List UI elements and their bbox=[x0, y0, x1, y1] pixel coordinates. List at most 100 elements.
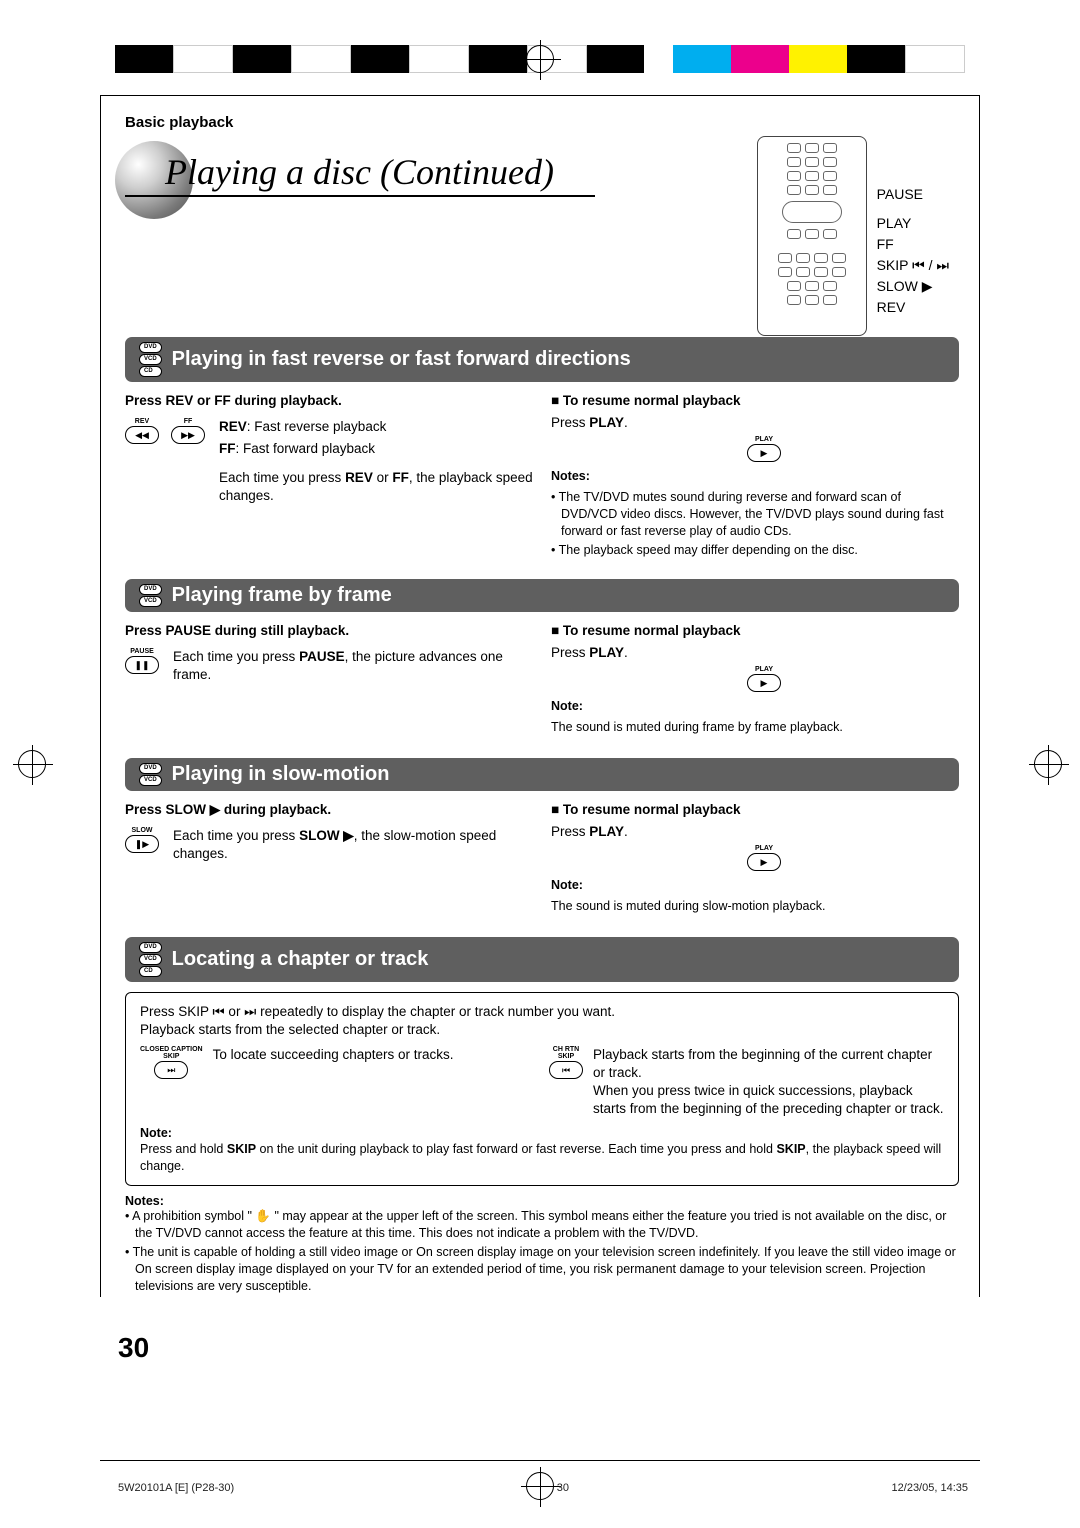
registration-mark-icon bbox=[526, 45, 554, 73]
text: on the unit during playback to play fast… bbox=[256, 1142, 776, 1156]
section-label: Basic playback bbox=[125, 114, 959, 131]
skip-fwd-button-icon: ⏭ bbox=[154, 1061, 188, 1079]
instruction: Press PAUSE during still playback. bbox=[125, 622, 533, 640]
rev-button-icon: ◀◀ bbox=[125, 426, 159, 444]
text: Press and hold bbox=[140, 1142, 227, 1156]
play-button-icon: ▶ bbox=[747, 853, 781, 871]
text: . bbox=[624, 824, 628, 839]
disc-badge: VCD bbox=[139, 954, 162, 965]
btn-label: FF bbox=[184, 418, 193, 425]
text: Press bbox=[551, 824, 589, 839]
notes-heading: Note: bbox=[551, 698, 959, 715]
note-item: A prohibition symbol " ✋ " may appear at… bbox=[125, 1208, 959, 1242]
remote-label-list: PAUSE PLAY FF SKIP ⏮ / ⏭ SLOW ▶ REV bbox=[877, 136, 949, 336]
disc-badge: DVD bbox=[139, 584, 162, 595]
text: PLAY bbox=[589, 415, 624, 430]
notes-heading: Note: bbox=[551, 877, 959, 894]
remote-label: PLAY bbox=[877, 213, 949, 234]
footer-left: 5W20101A [E] (P28-30) bbox=[118, 1482, 234, 1494]
btn-label: CH RTN SKIP bbox=[553, 1046, 579, 1060]
note-item: The sound is muted during frame by frame… bbox=[551, 719, 959, 736]
bottom-notes-list: A prohibition symbol " ✋ " may appear at… bbox=[125, 1208, 959, 1294]
text: SKIP bbox=[776, 1142, 805, 1156]
text: PLAY bbox=[589, 824, 624, 839]
remote-label: SLOW ▶ bbox=[877, 276, 949, 297]
resume-heading: To resume normal playback bbox=[551, 392, 959, 410]
btn-label: REV bbox=[135, 418, 149, 425]
section-title: Playing frame by frame bbox=[172, 584, 392, 607]
disc-badge: CD bbox=[139, 366, 162, 377]
section-heading-slow: DVD VCD Playing in slow-motion bbox=[125, 758, 959, 791]
label: FF bbox=[219, 441, 236, 456]
fast-right-col: To resume normal playback Press PLAY. PL… bbox=[551, 392, 959, 561]
section-heading-fast: DVD VCD CD Playing in fast reverse or fa… bbox=[125, 337, 959, 382]
pause-button-icon: ❚❚ bbox=[125, 656, 159, 674]
note-item: The sound is muted during slow-motion pl… bbox=[551, 898, 959, 915]
page-border bbox=[100, 1460, 980, 1461]
btn-label: PLAY bbox=[755, 666, 773, 673]
btn-label: PLAY bbox=[755, 436, 773, 443]
remote-outline-icon bbox=[757, 136, 867, 336]
section-heading-locate: DVD VCD CD Locating a chapter or track bbox=[125, 937, 959, 982]
frame-right-col: To resume normal playback Press PLAY. PL… bbox=[551, 622, 959, 740]
text: or bbox=[373, 470, 393, 485]
text: PLAY bbox=[589, 645, 624, 660]
footer-right: 12/23/05, 14:35 bbox=[892, 1482, 968, 1494]
footer: 5W20101A [E] (P28-30) 30 12/23/05, 14:35 bbox=[118, 1482, 968, 1494]
btn-label: SLOW bbox=[132, 827, 153, 834]
text: : Fast reverse playback bbox=[247, 419, 387, 434]
locate-box: Press SKIP ⏮ or ⏭ repeatedly to display … bbox=[125, 992, 959, 1186]
disc-badge: VCD bbox=[139, 354, 162, 365]
registration-mark-icon bbox=[18, 750, 46, 778]
label: REV bbox=[219, 419, 247, 434]
slow-left-col: Press SLOW ▶ during playback. SLOW❚▶ Eac… bbox=[125, 801, 533, 919]
remote-label: FF bbox=[877, 234, 949, 255]
remote-label: SKIP ⏮ / ⏭ bbox=[877, 255, 949, 276]
slow-button-icon: ❚▶ bbox=[125, 835, 159, 853]
instruction: Press REV or FF during playback. bbox=[125, 392, 533, 410]
text: FF bbox=[392, 470, 409, 485]
text: SKIP bbox=[227, 1142, 256, 1156]
disc-badges: DVD VCD bbox=[139, 584, 162, 607]
remote-label: PAUSE bbox=[877, 184, 949, 205]
notes-list: The TV/DVD mutes sound during reverse an… bbox=[551, 489, 959, 559]
text: PAUSE bbox=[299, 649, 345, 664]
note-heading: Note: bbox=[140, 1125, 944, 1142]
btn-label: PLAY bbox=[755, 845, 773, 852]
section-title: Locating a chapter or track bbox=[172, 948, 429, 971]
text: Press bbox=[551, 645, 589, 660]
text: Press bbox=[551, 415, 589, 430]
skip-back-button-icon: ⏮ bbox=[549, 1061, 583, 1079]
page-title: Playing a disc (Continued) bbox=[125, 151, 595, 197]
locate-right-text: Playback starts from the beginning of th… bbox=[593, 1046, 944, 1119]
locate-line2: Playback starts from the selected chapte… bbox=[140, 1021, 944, 1039]
btn-label: CLOSED CAPTION SKIP bbox=[140, 1046, 203, 1060]
text: : Fast forward playback bbox=[236, 441, 376, 456]
note-item: The TV/DVD mutes sound during reverse an… bbox=[551, 489, 959, 540]
text: . bbox=[624, 645, 628, 660]
play-button-icon: ▶ bbox=[747, 444, 781, 462]
text: . bbox=[624, 415, 628, 430]
registration-mark-icon bbox=[1034, 750, 1062, 778]
section-title: Playing in slow-motion bbox=[172, 763, 390, 786]
disc-badges: DVD VCD CD bbox=[139, 942, 162, 977]
disc-badge: DVD bbox=[139, 942, 162, 953]
footer-center: 30 bbox=[557, 1482, 569, 1494]
fast-left-col: Press REV or FF during playback. REV◀◀ F… bbox=[125, 392, 533, 561]
instruction: Press SLOW ▶ during playback. bbox=[125, 801, 533, 819]
disc-badge: CD bbox=[139, 966, 162, 977]
disc-badge: VCD bbox=[139, 775, 162, 786]
text: Each time you press bbox=[173, 649, 299, 664]
bottom-notes-heading: Notes: bbox=[125, 1194, 959, 1208]
locate-instruction: Press SKIP ⏮ or ⏭ repeatedly to display … bbox=[140, 1003, 944, 1021]
slow-right-col: To resume normal playback Press PLAY. PL… bbox=[551, 801, 959, 919]
disc-badge: VCD bbox=[139, 596, 162, 607]
ff-button-icon: ▶▶ bbox=[171, 426, 205, 444]
btn-label: PAUSE bbox=[130, 648, 154, 655]
text: Each time you press bbox=[219, 470, 345, 485]
resume-heading: To resume normal playback bbox=[551, 622, 959, 640]
section-title: Playing in fast reverse or fast forward … bbox=[172, 348, 631, 371]
frame-left-col: Press PAUSE during still playback. PAUSE… bbox=[125, 622, 533, 740]
text: REV bbox=[345, 470, 373, 485]
page-number: 30 bbox=[118, 1332, 149, 1364]
